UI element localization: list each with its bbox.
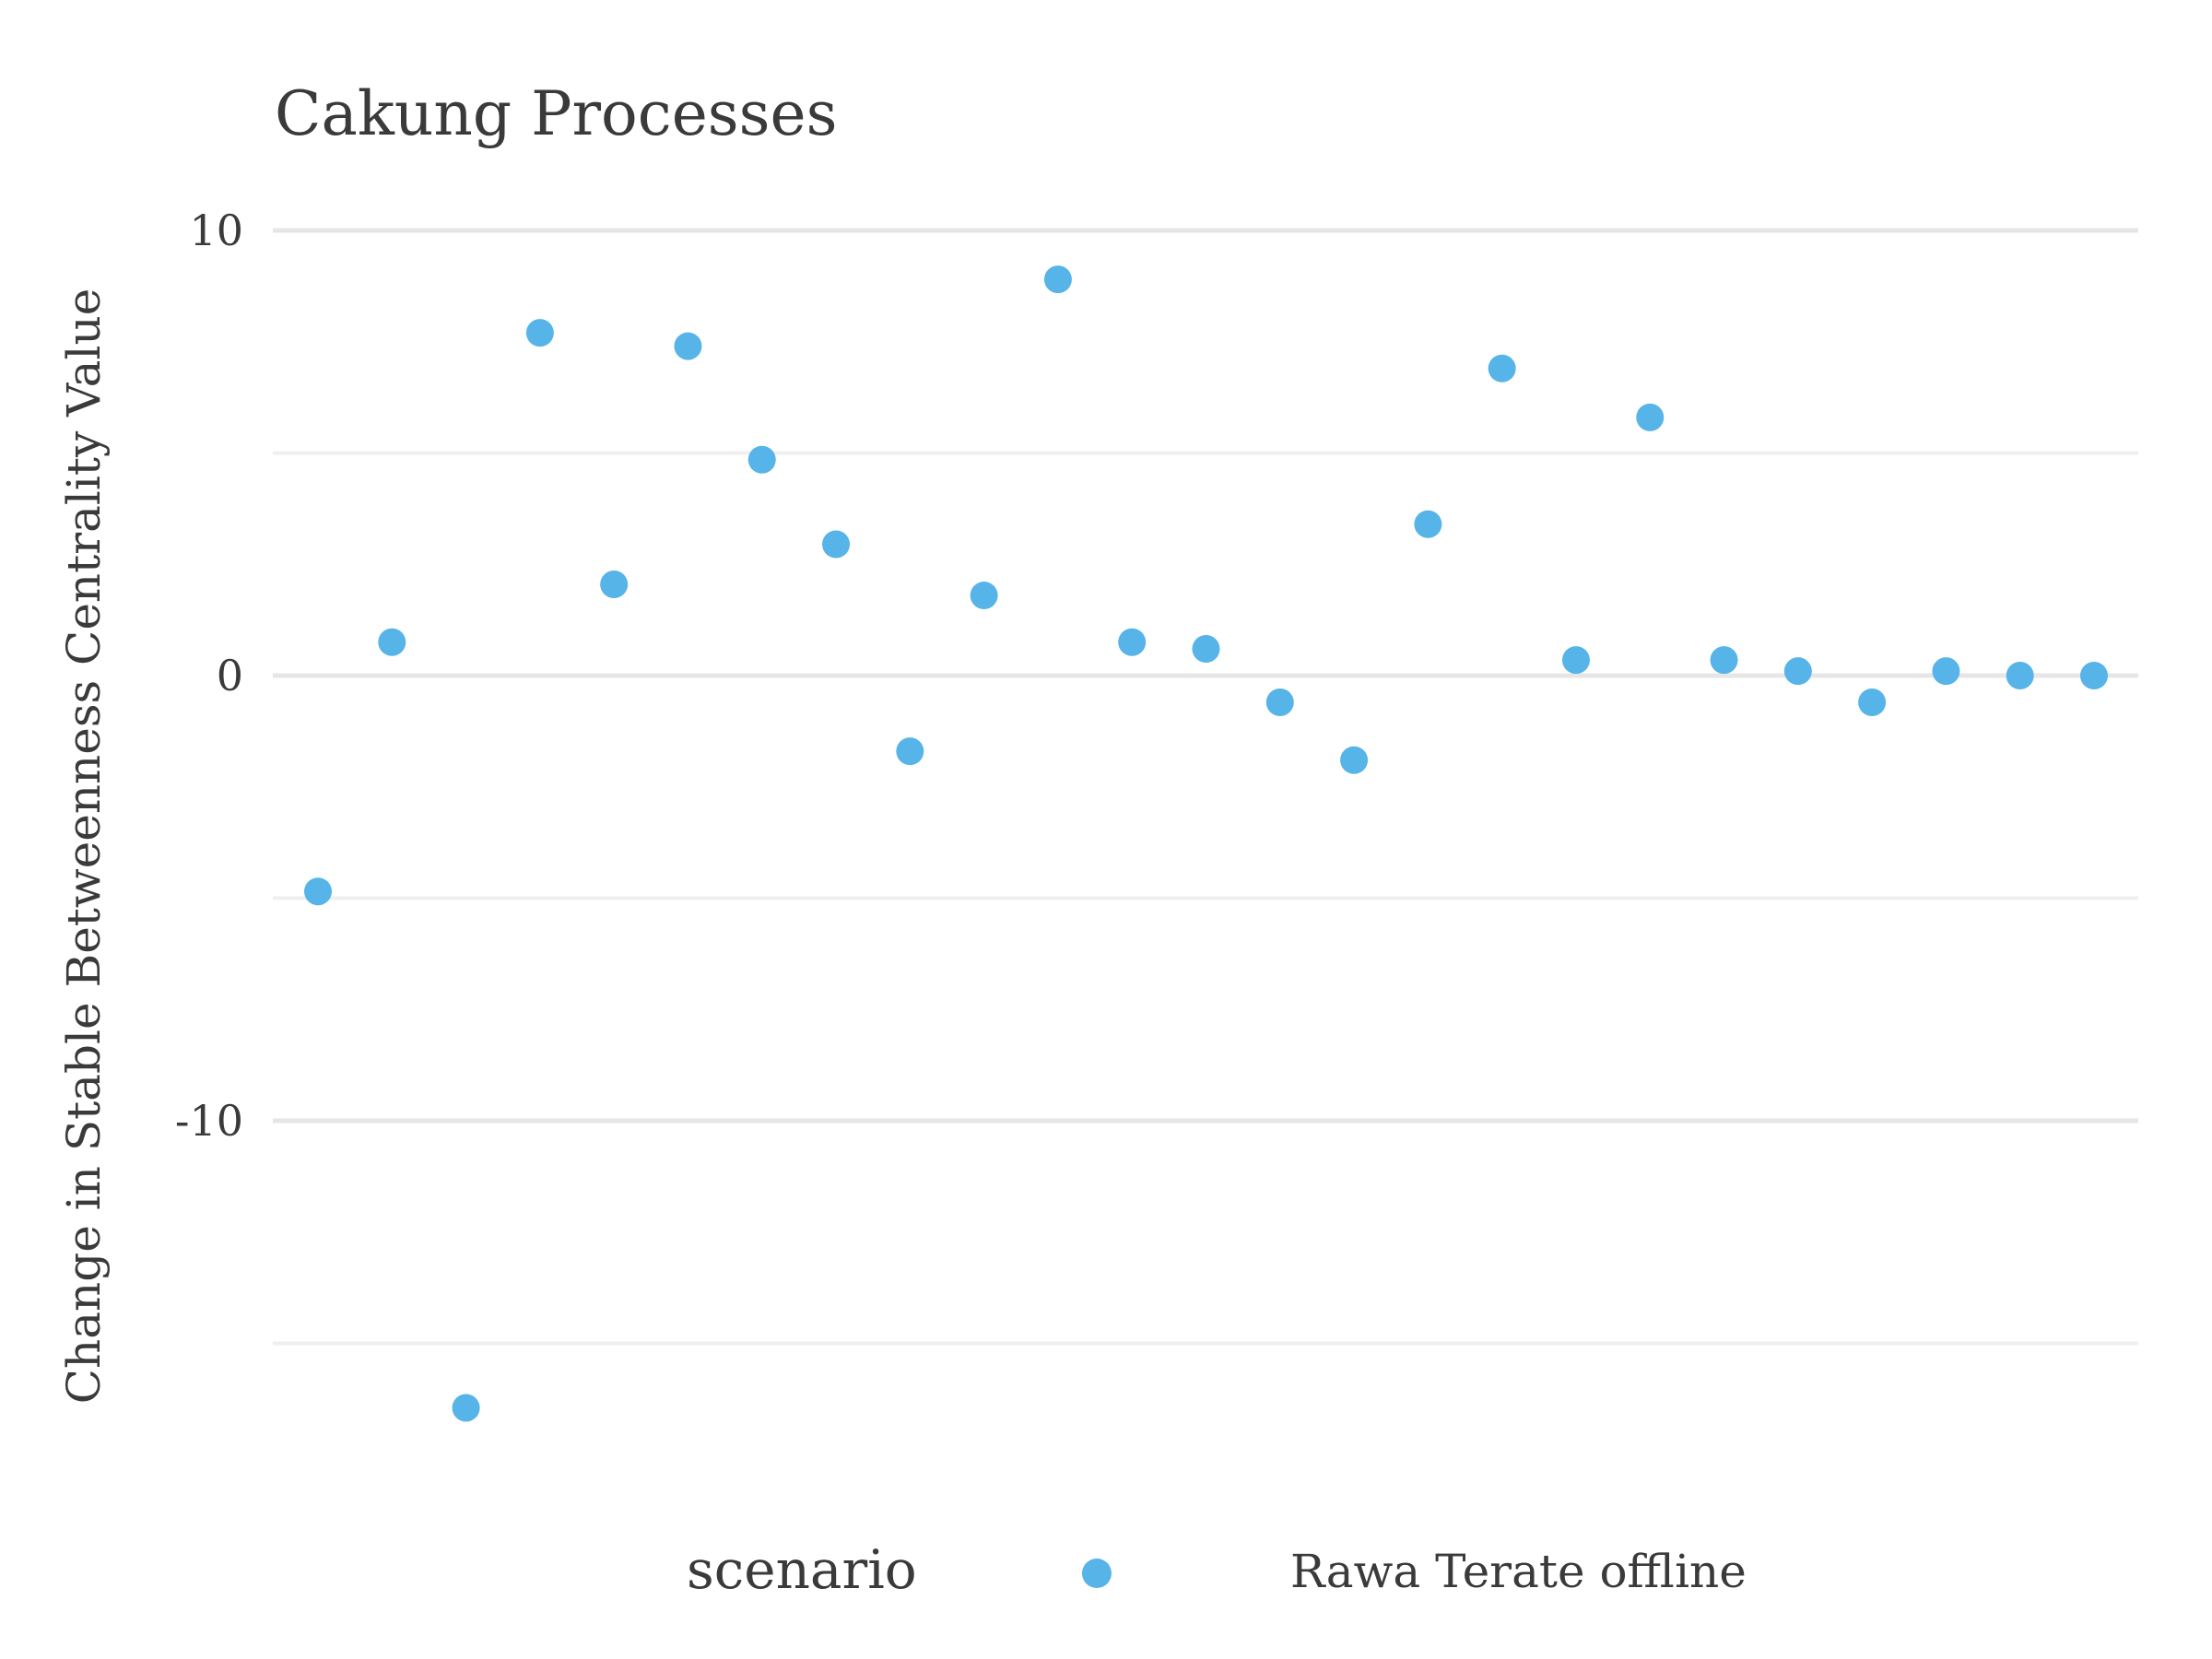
data-point bbox=[1265, 688, 1294, 716]
data-point bbox=[378, 628, 406, 656]
data-point bbox=[1710, 646, 1738, 675]
data-point bbox=[1561, 646, 1590, 675]
chart-title: Cakung Processes bbox=[275, 78, 837, 149]
data-point bbox=[452, 1394, 480, 1422]
data-point bbox=[2080, 662, 2108, 689]
data-point bbox=[1932, 657, 1960, 686]
y-axis-tick-labels: 10 0 -10 bbox=[175, 206, 243, 1146]
data-point bbox=[1488, 354, 1516, 382]
data-point bbox=[304, 877, 332, 906]
data-point bbox=[970, 582, 998, 610]
y-tick-label: -10 bbox=[175, 1096, 243, 1146]
data-point bbox=[1858, 688, 1887, 716]
data-point bbox=[896, 737, 924, 766]
data-point bbox=[1340, 746, 1369, 774]
data-point bbox=[2006, 662, 2034, 689]
data-point bbox=[1043, 265, 1072, 294]
data-point bbox=[674, 332, 702, 360]
y-tick-label: 10 bbox=[189, 206, 243, 255]
legend-label: Rawa Terate offline bbox=[1290, 1545, 1747, 1598]
data-point bbox=[1783, 657, 1812, 686]
data-point bbox=[525, 319, 554, 347]
legend-title: scenario bbox=[687, 1538, 917, 1601]
gridlines bbox=[273, 228, 2138, 1346]
data-point bbox=[1636, 403, 1665, 431]
data-point bbox=[822, 530, 851, 559]
y-tick-label: 0 bbox=[217, 651, 243, 700]
legend: scenario Rawa Terate offline bbox=[687, 1538, 1747, 1601]
data-point bbox=[600, 570, 629, 598]
legend-key-marker bbox=[1082, 1559, 1112, 1588]
data-point bbox=[1192, 635, 1220, 664]
data-point bbox=[1118, 628, 1147, 656]
data-point bbox=[747, 445, 776, 474]
data-point bbox=[1414, 510, 1442, 538]
data-points bbox=[304, 265, 2108, 1422]
y-axis-title: Change in Stable Betweenness Centrality … bbox=[57, 288, 111, 1404]
